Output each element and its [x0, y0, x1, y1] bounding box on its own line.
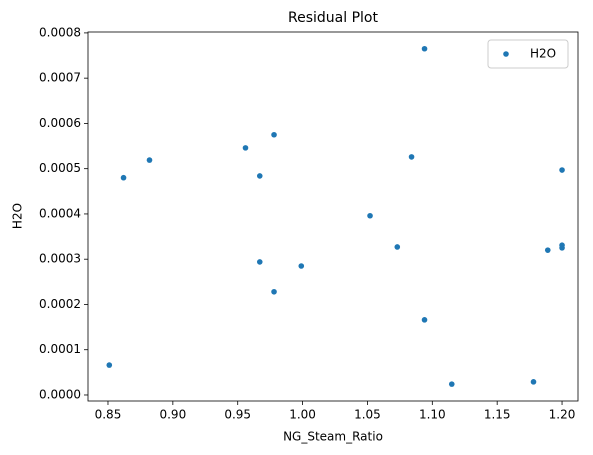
- scatter-point: [421, 45, 428, 52]
- y-tick-label: 0.0001: [39, 342, 81, 356]
- scatter-point: [544, 247, 551, 253]
- y-tick-label: 0.0007: [39, 71, 81, 85]
- y-tick-label: 0.0005: [39, 161, 81, 175]
- scatter-point: [530, 379, 537, 385]
- x-tick-label: 1.20: [549, 408, 576, 422]
- scatter-point: [256, 173, 263, 179]
- scatter-point: [408, 154, 415, 160]
- scatter-point: [120, 174, 127, 181]
- scatter-point: [146, 157, 153, 163]
- plot-frame: [87, 31, 579, 402]
- scatter-point: [559, 245, 565, 251]
- x-tick-label: 0.85: [95, 408, 122, 422]
- legend-marker: [503, 51, 509, 57]
- y-tick-label: 0.0002: [39, 297, 81, 311]
- y-tick-label: 0.0000: [39, 387, 81, 401]
- legend-box: [487, 39, 569, 69]
- x-tick-label: 0.95: [224, 408, 251, 422]
- scatter-point: [421, 317, 428, 323]
- scatter-point: [367, 212, 373, 219]
- scatter-point: [106, 362, 113, 368]
- x-tick-label: 1.05: [354, 408, 381, 422]
- scatter-point: [256, 259, 263, 265]
- scatter-point: [271, 288, 277, 295]
- y-axis-label: H2O: [11, 203, 25, 229]
- y-tick-label: 0.0004: [39, 206, 81, 220]
- x-axis-label: NG_Steam_Ratio: [283, 430, 383, 444]
- x-tick-label: 1.00: [289, 408, 316, 422]
- y-tick-label: 0.0008: [39, 25, 81, 39]
- scatter-point: [394, 244, 401, 250]
- y-tick-label: 0.0003: [39, 252, 81, 266]
- scatter-point: [271, 131, 277, 138]
- x-tick-label: 0.90: [159, 408, 186, 422]
- x-tick-label: 1.10: [419, 408, 446, 422]
- y-tick-label: 0.0006: [39, 116, 81, 130]
- scatter-point: [448, 381, 455, 387]
- legend-label: H2O: [530, 47, 556, 61]
- scatter-point: [559, 167, 565, 173]
- scatter-point: [242, 145, 249, 151]
- chart-title: Residual Plot: [288, 10, 378, 26]
- scatter-point: [298, 263, 305, 269]
- x-tick-label: 1.15: [484, 408, 511, 422]
